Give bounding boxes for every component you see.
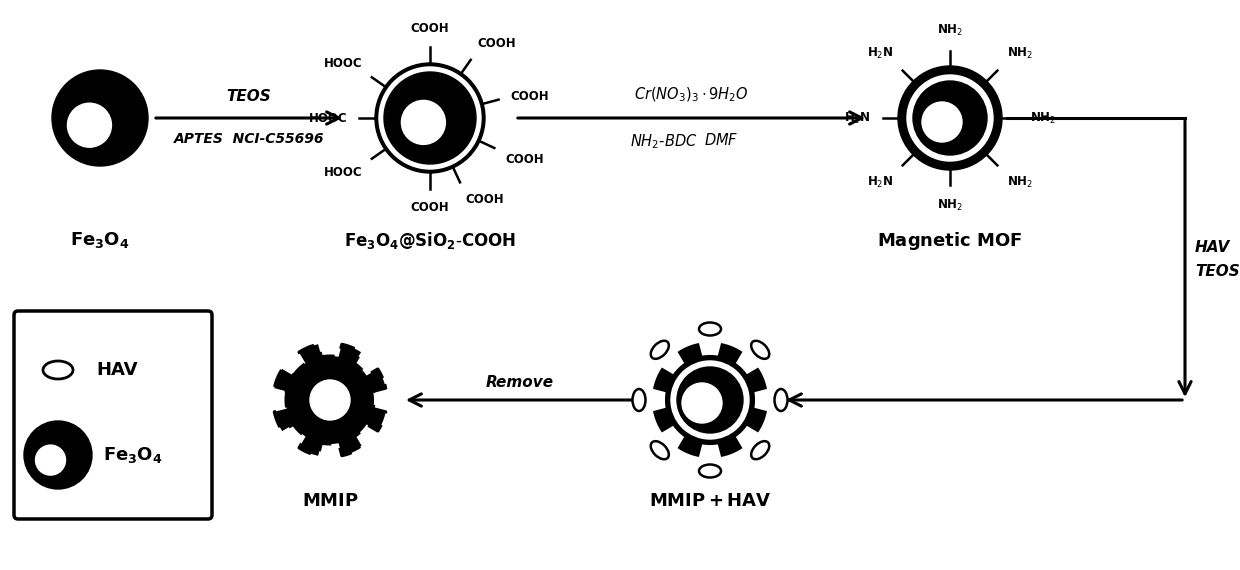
Text: HAV: HAV — [95, 361, 138, 379]
Circle shape — [24, 421, 92, 489]
Text: COOH: COOH — [477, 37, 516, 50]
Ellipse shape — [751, 441, 769, 459]
Text: NH$_2$: NH$_2$ — [937, 198, 963, 213]
Text: NH$_2$: NH$_2$ — [1007, 46, 1033, 62]
Circle shape — [898, 66, 1002, 170]
Text: COOH: COOH — [465, 193, 503, 206]
Circle shape — [310, 380, 350, 420]
Polygon shape — [655, 344, 766, 456]
Text: COOH: COOH — [410, 201, 449, 214]
Text: $\mathbf{Fe_3O_4}$: $\mathbf{Fe_3O_4}$ — [71, 230, 130, 250]
Circle shape — [906, 75, 993, 161]
Text: $\mathbf{Fe_3O_4}$: $\mathbf{Fe_3O_4}$ — [103, 445, 162, 465]
Text: TEOS: TEOS — [1195, 263, 1240, 279]
Polygon shape — [274, 344, 386, 456]
Text: COOH: COOH — [510, 90, 549, 103]
Ellipse shape — [43, 361, 73, 379]
Text: $\mathbf{Magnetic\ MOF}$: $\mathbf{Magnetic\ MOF}$ — [878, 230, 1023, 252]
Circle shape — [913, 81, 987, 155]
Text: $\mathbf{MMIP}$: $\mathbf{MMIP}$ — [301, 492, 358, 510]
Text: H$_2$N: H$_2$N — [867, 46, 894, 62]
Text: $\mathit{Cr(NO_3)_3 \cdot 9H_2O}$: $\mathit{Cr(NO_3)_3 \cdot 9H_2O}$ — [634, 86, 749, 104]
Ellipse shape — [775, 389, 787, 411]
Text: NH$_2$: NH$_2$ — [1007, 174, 1033, 190]
Text: NH$_2$: NH$_2$ — [1030, 111, 1055, 125]
Text: Remove: Remove — [486, 375, 554, 390]
Circle shape — [384, 72, 476, 164]
Text: NH$_2$: NH$_2$ — [937, 23, 963, 38]
FancyBboxPatch shape — [14, 311, 212, 519]
Circle shape — [402, 100, 445, 144]
Ellipse shape — [632, 389, 646, 411]
Ellipse shape — [651, 341, 668, 359]
Text: HOOC: HOOC — [309, 112, 347, 124]
Circle shape — [677, 367, 743, 433]
Text: HOOC: HOOC — [324, 166, 362, 178]
Circle shape — [379, 67, 481, 169]
Circle shape — [671, 361, 749, 439]
Text: HAV: HAV — [1195, 239, 1230, 254]
Text: H$_2$N: H$_2$N — [843, 111, 870, 125]
Circle shape — [923, 102, 962, 142]
Text: TEOS: TEOS — [227, 89, 272, 104]
Text: H$_2$N: H$_2$N — [867, 174, 894, 190]
Text: $\mathit{NH_2\text{-}BDC}$: $\mathit{NH_2\text{-}BDC}$ — [630, 132, 697, 150]
Ellipse shape — [699, 465, 720, 478]
Text: $\mathbf{Fe_3O_4@SiO_2\text{-}COOH}$: $\mathbf{Fe_3O_4@SiO_2\text{-}COOH}$ — [343, 230, 516, 251]
Circle shape — [682, 383, 722, 423]
Circle shape — [52, 70, 148, 166]
Text: HOOC: HOOC — [324, 58, 362, 70]
Text: $\mathit{DMF}$: $\mathit{DMF}$ — [704, 132, 739, 148]
Ellipse shape — [651, 441, 668, 459]
Text: $\mathbf{MMIP+HAV}$: $\mathbf{MMIP+HAV}$ — [649, 492, 771, 510]
Ellipse shape — [751, 341, 769, 359]
Circle shape — [36, 445, 66, 475]
Text: APTES  NCI-C55696: APTES NCI-C55696 — [174, 132, 324, 146]
Ellipse shape — [699, 323, 720, 336]
Circle shape — [67, 103, 112, 147]
Text: COOH: COOH — [505, 153, 544, 166]
Text: COOH: COOH — [410, 22, 449, 35]
Circle shape — [374, 63, 485, 173]
